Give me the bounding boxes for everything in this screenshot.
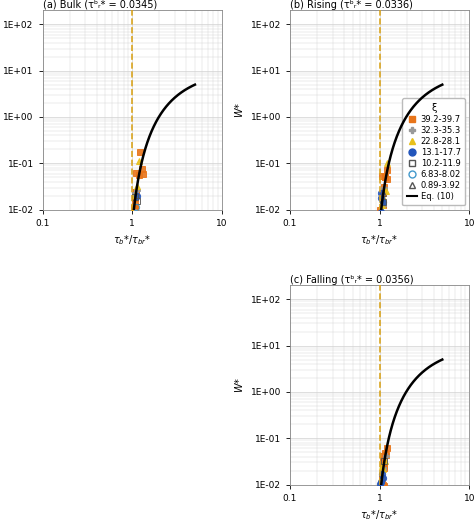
Y-axis label: $W$*: $W$* <box>233 377 245 393</box>
Text: (b) Rising (τᵇᵣ* = 0.0336): (b) Rising (τᵇᵣ* = 0.0336) <box>290 0 413 10</box>
Y-axis label: $W$*: $W$* <box>233 102 245 118</box>
X-axis label: $\tau_b$*/$\tau_{br}$*: $\tau_b$*/$\tau_{br}$* <box>360 508 399 521</box>
X-axis label: $\tau_b$*/$\tau_{br}$*: $\tau_b$*/$\tau_{br}$* <box>360 233 399 247</box>
Legend: 39.2-39.7, 32.3-35.3, 22.8-28.1, 13.1-17.7, 10.2-11.9, 6.83-8.02, 0.89-3.92, Eq.: 39.2-39.7, 32.3-35.3, 22.8-28.1, 13.1-17… <box>402 98 465 205</box>
Text: (a) Bulk (τᵇᵣ* = 0.0345): (a) Bulk (τᵇᵣ* = 0.0345) <box>43 0 157 10</box>
X-axis label: $\tau_b$*/$\tau_{br}$*: $\tau_b$*/$\tau_{br}$* <box>113 233 152 247</box>
Text: (c) Falling (τᵇᵣ* = 0.0356): (c) Falling (τᵇᵣ* = 0.0356) <box>290 275 414 284</box>
